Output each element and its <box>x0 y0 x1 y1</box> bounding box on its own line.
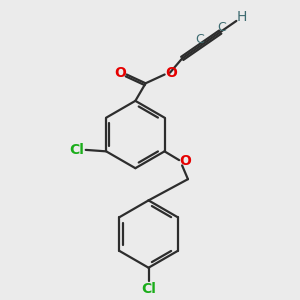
Text: Cl: Cl <box>69 143 84 157</box>
Text: H: H <box>237 11 247 24</box>
Text: O: O <box>114 66 126 80</box>
Text: O: O <box>165 66 177 80</box>
Text: Cl: Cl <box>141 282 156 296</box>
Text: C: C <box>218 21 226 34</box>
Text: C: C <box>195 34 204 46</box>
Text: O: O <box>180 154 191 168</box>
